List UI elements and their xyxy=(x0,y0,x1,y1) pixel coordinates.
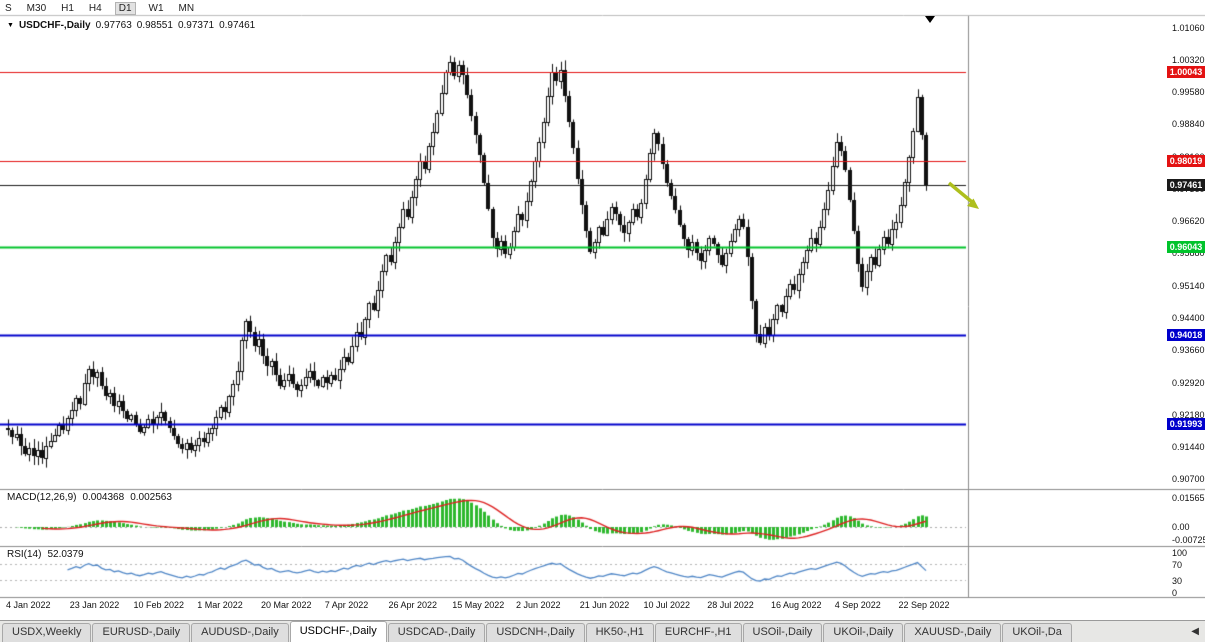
tab-scroll-left-icon[interactable]: ◀ xyxy=(1191,626,1199,637)
macd-name: MACD(12,26,9) xyxy=(7,492,77,503)
timeframe-d1[interactable]: D1 xyxy=(114,1,136,15)
macd-indicator-label: MACD(12,26,9) 0.004368 0.002563 xyxy=(7,492,172,503)
trend-arrow-icon[interactable] xyxy=(944,179,988,217)
price-tag-0.97461[interactable]: 0.97461 xyxy=(1167,178,1205,191)
down-triangle-marker-icon xyxy=(925,16,935,23)
timeframe-h1[interactable]: H1 xyxy=(61,2,74,14)
tab-usdcnh-daily[interactable]: USDCNH-,Daily xyxy=(486,623,585,642)
timeframe-m30[interactable]: M30 xyxy=(26,2,47,14)
price-tag-1.00043[interactable]: 1.00043 xyxy=(1167,66,1205,79)
ohlc-low: 0.97371 xyxy=(177,20,215,31)
chart-title: ▼ USDCHF-,Daily 0.97763 0.98551 0.97371 … xyxy=(7,20,255,31)
timeframe-toolbar: S M30 H1 H4 D1 W1 MN xyxy=(3,1,196,15)
tab-ukoil-daily[interactable]: UKOil-,Daily xyxy=(823,623,904,642)
ohlc-close: 0.97461 xyxy=(219,20,256,31)
tab-audusd-daily[interactable]: AUDUSD-,Daily xyxy=(191,623,289,642)
ohlc-high: 0.98551 xyxy=(136,20,173,31)
chart-tabs: USDX,Weekly EURUSD-,Daily AUDUSD-,Daily USD… xyxy=(2,621,1073,642)
price-tag-0.94018[interactable]: 0.94018 xyxy=(1167,329,1205,342)
timeframe-s[interactable]: S xyxy=(5,2,12,14)
tab-ukoil-da[interactable]: UKOil-,Da xyxy=(1002,623,1072,642)
tab-usdx-weekly[interactable]: USDX,Weekly xyxy=(2,623,92,642)
price-tag-0.98019[interactable]: 0.98019 xyxy=(1167,154,1205,167)
ohlc-open: 0.97763 xyxy=(95,20,132,31)
tab-eurusd-daily[interactable]: EURUSD-,Daily xyxy=(92,623,191,642)
rsi-name: RSI(14) xyxy=(7,549,42,560)
tab-usdcad-daily[interactable]: USDCAD-,Daily xyxy=(387,623,486,642)
price-tag-0.96043[interactable]: 0.96043 xyxy=(1167,240,1205,253)
timeframe-w1[interactable]: W1 xyxy=(148,2,164,14)
tab-hk50-h1[interactable]: HK50-,H1 xyxy=(585,623,654,642)
tab-usoil-daily[interactable]: USOil-,Daily xyxy=(742,623,823,642)
macd-signal-value: 0.002563 xyxy=(130,492,172,503)
tab-xauusd-daily[interactable]: XAUUSD-,Daily xyxy=(904,623,1002,642)
tab-eurchf-h1[interactable]: EURCHF-,H1 xyxy=(654,623,742,642)
rsi-indicator-label: RSI(14) 52.0379 xyxy=(7,549,84,560)
symbol-title: USDCHF-,Daily xyxy=(18,20,91,31)
timeframe-mn[interactable]: MN xyxy=(178,2,195,14)
chart-tab-bar: USDX,Weekly EURUSD-,Daily AUDUSD-,Daily USD… xyxy=(0,620,1205,642)
macd-value: 0.004368 xyxy=(82,492,125,503)
chart-dropdown-icon[interactable]: ▼ xyxy=(7,21,14,29)
rsi-value: 52.0379 xyxy=(47,549,84,560)
tab-usdchf-daily[interactable]: USDCHF-,Daily xyxy=(289,621,387,642)
price-tag-0.91993[interactable]: 0.91993 xyxy=(1167,417,1205,430)
timeframe-h4[interactable]: H4 xyxy=(88,2,102,14)
